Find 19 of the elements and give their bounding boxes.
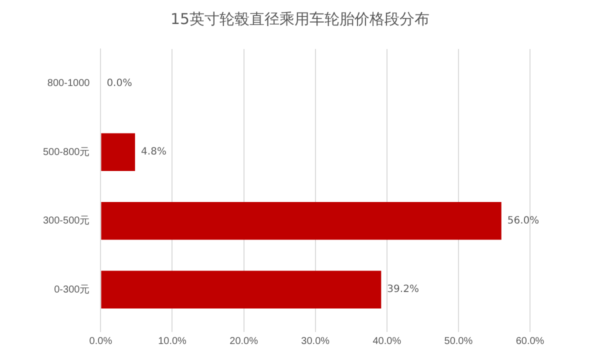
data-label: 56.0%	[507, 215, 540, 226]
y-tick-label: 0-300元	[54, 284, 90, 296]
x-tick-label: 20.0%	[230, 336, 258, 347]
y-tick-label: 800-1000	[47, 78, 90, 90]
y-tick-label: 300-500元	[42, 216, 90, 227]
bar	[101, 270, 382, 309]
x-tick-label: 40.0%	[372, 336, 402, 347]
data-label: 0.0%	[106, 78, 132, 89]
x-tick-label: 0.0%	[89, 336, 112, 347]
data-label: 4.8%	[141, 146, 166, 158]
bar	[101, 133, 136, 172]
bar	[101, 202, 502, 240]
y-tick-label: 500-800元	[42, 146, 90, 158]
chart-title: 15英寸轮毂直径乘用车轮胎价格段分布	[169, 10, 431, 29]
x-tick-label: 30.0%	[301, 336, 330, 347]
data-label: 39.2%	[387, 284, 419, 296]
x-tick-label: 60.0%	[516, 336, 544, 347]
x-tick-label: 10.0%	[158, 336, 187, 347]
x-tick-label: 50.0%	[444, 336, 473, 347]
